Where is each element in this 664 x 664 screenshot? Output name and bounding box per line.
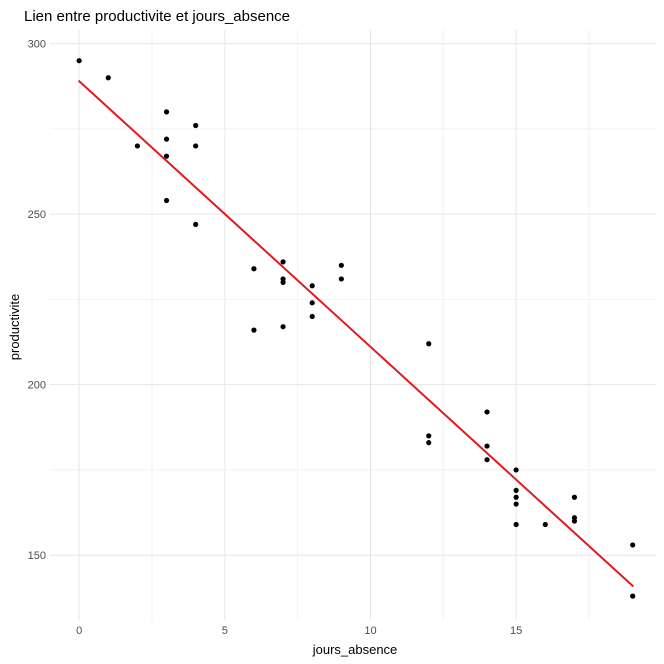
y-tick-label: 200: [28, 380, 46, 392]
data-point: [193, 122, 199, 129]
data-point: [280, 279, 286, 285]
x-axis-title: jours_absence: [312, 642, 398, 657]
data-point: [163, 136, 170, 142]
data-point: [484, 443, 490, 449]
data-point: [571, 518, 578, 524]
data-point: [630, 593, 636, 599]
y-tick-labels: 150 200 250 300: [28, 39, 46, 563]
data-point: [513, 487, 519, 494]
data-point: [251, 327, 257, 333]
data-point: [163, 153, 170, 159]
y-tick-label: 250: [28, 209, 46, 221]
x-tick-labels: 0 5 10 15: [76, 625, 522, 637]
regression-line-layer: [78, 80, 634, 587]
data-point: [542, 521, 548, 528]
data-point: [484, 409, 490, 415]
regression-line: [78, 80, 634, 587]
data-point: [105, 75, 111, 81]
data-point: [280, 324, 286, 330]
data-point: [484, 457, 490, 463]
chart-title: Lien entre productivite et jours_absence: [24, 8, 290, 25]
y-tick-label: 300: [28, 39, 46, 51]
data-point: [309, 283, 315, 289]
data-point: [193, 143, 199, 149]
data-point: [426, 440, 432, 446]
data-point: [426, 341, 432, 347]
data-point: [513, 494, 519, 500]
data-point: [571, 494, 578, 500]
x-tick-label: 15: [510, 625, 522, 637]
data-point: [309, 313, 315, 320]
x-tick-label: 0: [76, 625, 82, 637]
data-points-layer: [76, 58, 636, 599]
y-axis-title: productivite: [7, 294, 22, 360]
data-point: [163, 109, 170, 115]
data-point: [338, 262, 344, 268]
data-point: [251, 266, 257, 272]
data-point: [630, 542, 636, 548]
data-point: [513, 521, 519, 528]
x-tick-label: 10: [364, 625, 376, 637]
data-point: [280, 259, 286, 265]
data-point: [309, 300, 315, 306]
data-point: [513, 467, 519, 473]
data-point: [163, 197, 170, 204]
y-tick-label: 150: [28, 550, 46, 562]
data-point: [426, 433, 432, 439]
data-point: [338, 276, 344, 282]
grid-layer: [50, 30, 656, 620]
data-point: [513, 501, 519, 507]
data-point: [134, 143, 141, 149]
x-tick-label: 5: [222, 625, 228, 637]
data-point: [76, 58, 82, 64]
data-point: [193, 221, 199, 227]
